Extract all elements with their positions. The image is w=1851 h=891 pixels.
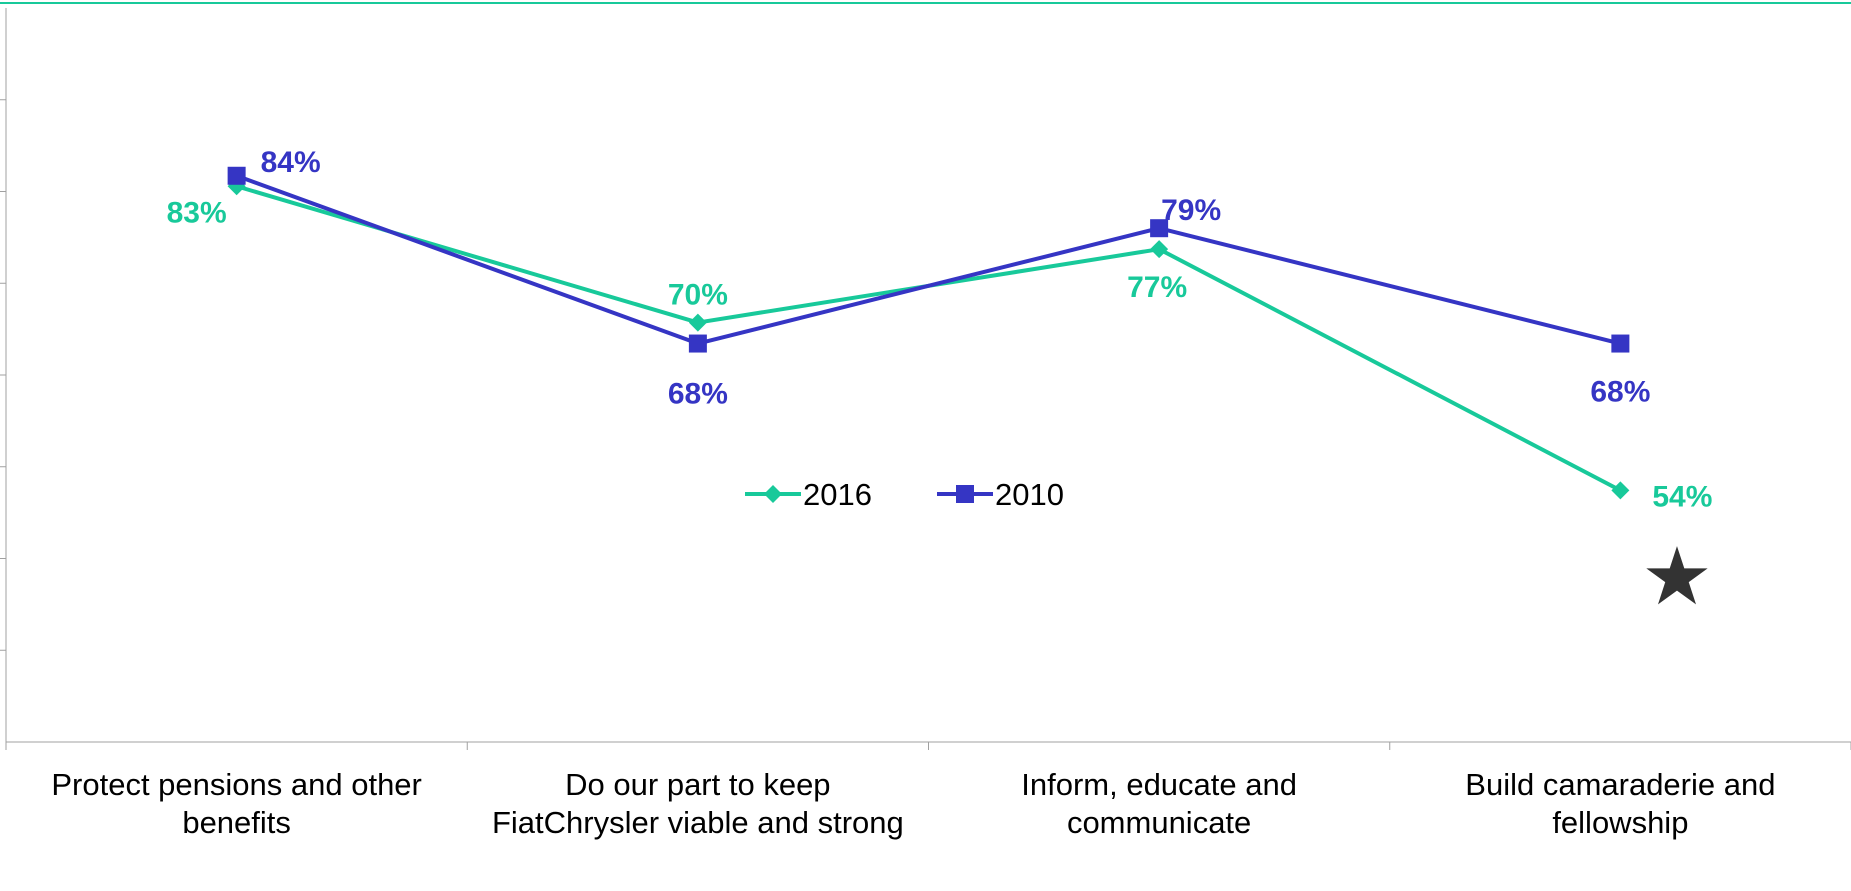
legend: 2016 2010 [745, 477, 1064, 512]
point-marker [689, 335, 707, 353]
point-marker [1611, 481, 1629, 499]
series-line [237, 186, 1621, 490]
data-label: 77% [1127, 271, 1187, 304]
data-label: 68% [668, 378, 728, 411]
series-2010: 84% 68% 79% 68% [228, 146, 1651, 411]
series-2016: 83% 70% 77% 54% [167, 177, 1713, 513]
point-marker [1150, 240, 1168, 258]
axes [0, 8, 1851, 750]
star-annotation: ★ [1641, 530, 1713, 623]
data-label: 79% [1161, 194, 1221, 227]
point-marker [228, 167, 246, 185]
legend-item-2016: 2016 [745, 477, 872, 512]
point-marker [689, 314, 707, 332]
legend-label: 2016 [803, 477, 872, 512]
data-label: 68% [1590, 376, 1650, 409]
data-label: 83% [167, 196, 227, 229]
legend-item-2010: 2010 [937, 477, 1064, 512]
series-layer: 83% 70% 77% 54% 84% 68% 79% 68% [167, 146, 1713, 514]
point-marker [1611, 335, 1629, 353]
point-marker [764, 485, 782, 503]
point-marker [956, 485, 974, 503]
data-label: 84% [261, 146, 321, 179]
legend-label: 2010 [995, 477, 1064, 512]
data-label: 70% [668, 279, 728, 312]
series-line [237, 176, 1621, 344]
data-label: 54% [1652, 480, 1712, 513]
